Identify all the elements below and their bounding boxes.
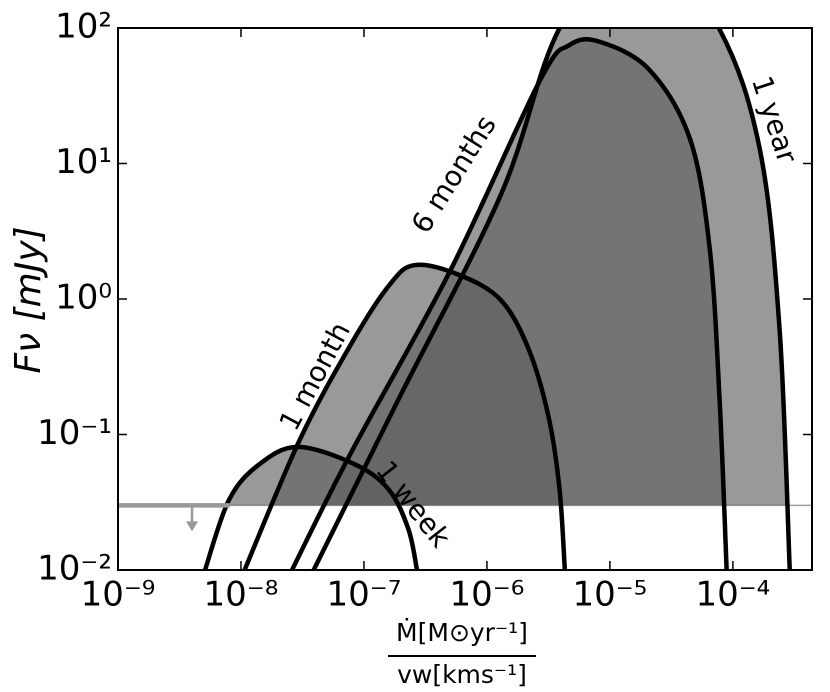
x-tick-label: 10⁻⁸ [204,575,279,615]
shaded-regions [118,28,812,507]
x-tick-label: 10⁻⁷ [327,575,402,615]
y-tick-label: 10⁻¹ [37,413,112,453]
curves [202,28,792,570]
x-tick-label: 10⁻⁶ [450,575,525,615]
shaded-area [345,28,788,506]
y-tick-label: 10⁻² [37,549,112,589]
x-tick-label: 10⁻⁴ [695,575,770,615]
x-tick-label: 10⁻⁹ [81,575,156,615]
y-tick-label: 10² [55,7,112,47]
curve [202,444,420,570]
y-tick-label: 10¹ [55,142,112,182]
y-tick-label: 10⁰ [55,278,112,318]
curve [311,28,792,570]
upper-limit-arrowhead [186,521,199,532]
x-axis-label-denominator: vw[kms⁻¹] [397,660,527,689]
x-tick-label: 10⁻⁵ [572,575,647,615]
shade-group [226,28,788,506]
y-axis-label: Fν [mJy] [8,226,49,373]
curve [289,37,729,570]
x-axis-label-numerator: Ṁ[M⊙yr⁻¹] [396,618,528,647]
